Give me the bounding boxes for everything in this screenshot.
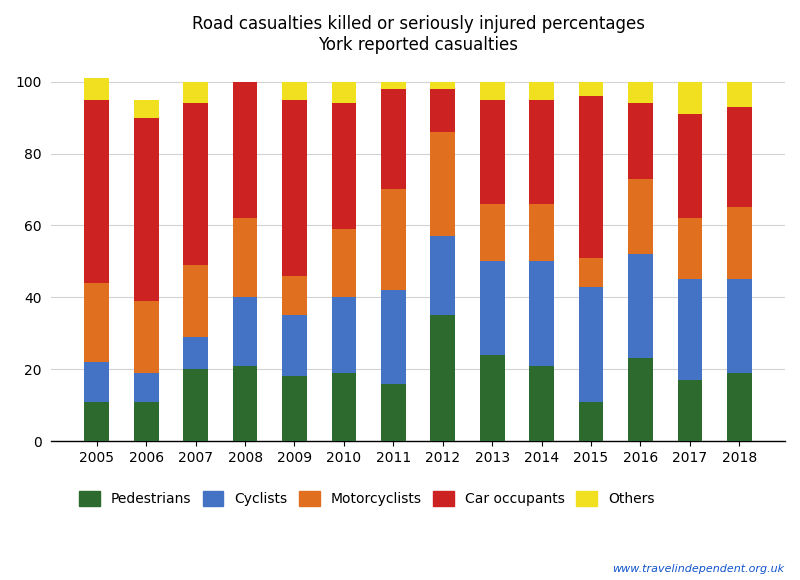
Bar (381, 190, 406, 290)
Bar (183, 103, 208, 265)
Bar (381, 383, 406, 441)
Bar (134, 401, 158, 441)
Bar (727, 373, 752, 441)
Bar (430, 132, 455, 236)
Bar (727, 107, 752, 208)
Bar (430, 89, 455, 132)
Bar (183, 265, 208, 337)
Bar (282, 82, 307, 100)
Bar (530, 82, 554, 100)
Bar (480, 204, 505, 262)
Bar (381, 82, 406, 89)
Bar (480, 355, 505, 441)
Bar (134, 301, 158, 373)
Bar (233, 82, 258, 218)
Bar (233, 218, 258, 298)
Text: www.travelindependent.org.uk: www.travelindependent.org.uk (612, 564, 784, 574)
Bar (331, 229, 356, 298)
Bar (678, 82, 702, 114)
Bar (530, 365, 554, 441)
Bar (430, 82, 455, 89)
Bar (628, 358, 653, 441)
Bar (134, 100, 158, 118)
Bar (381, 290, 406, 383)
Bar (381, 89, 406, 190)
Bar (678, 114, 702, 218)
Bar (480, 262, 505, 355)
Bar (282, 100, 307, 276)
Bar (183, 82, 208, 103)
Bar (727, 82, 752, 107)
Bar (430, 236, 455, 316)
Bar (331, 103, 356, 229)
Bar (183, 369, 208, 441)
Bar (282, 376, 307, 441)
Bar (331, 298, 356, 373)
Bar (530, 262, 554, 365)
Bar (85, 401, 109, 441)
Bar (480, 100, 505, 204)
Bar (480, 82, 505, 100)
Bar (282, 276, 307, 316)
Bar (628, 179, 653, 254)
Bar (85, 283, 109, 362)
Bar (678, 380, 702, 441)
Bar (183, 337, 208, 369)
Bar (727, 280, 752, 373)
Bar (578, 258, 603, 287)
Bar (134, 373, 158, 401)
Bar (578, 82, 603, 96)
Bar (331, 373, 356, 441)
Bar (678, 218, 702, 280)
Bar (727, 208, 752, 280)
Bar (85, 362, 109, 401)
Bar (628, 82, 653, 103)
Bar (331, 82, 356, 103)
Legend: Pedestrians, Cyclists, Motorcyclists, Car occupants, Others: Pedestrians, Cyclists, Motorcyclists, Ca… (74, 486, 660, 512)
Bar (578, 287, 603, 401)
Title: Road casualties killed or seriously injured percentages
York reported casualties: Road casualties killed or seriously inju… (191, 15, 645, 54)
Bar (85, 100, 109, 283)
Bar (430, 316, 455, 441)
Bar (85, 78, 109, 100)
Bar (282, 316, 307, 376)
Bar (233, 365, 258, 441)
Bar (233, 298, 258, 365)
Bar (530, 204, 554, 262)
Bar (578, 96, 603, 258)
Bar (134, 118, 158, 301)
Bar (678, 280, 702, 380)
Bar (578, 401, 603, 441)
Bar (530, 100, 554, 204)
Bar (628, 103, 653, 179)
Bar (628, 254, 653, 358)
